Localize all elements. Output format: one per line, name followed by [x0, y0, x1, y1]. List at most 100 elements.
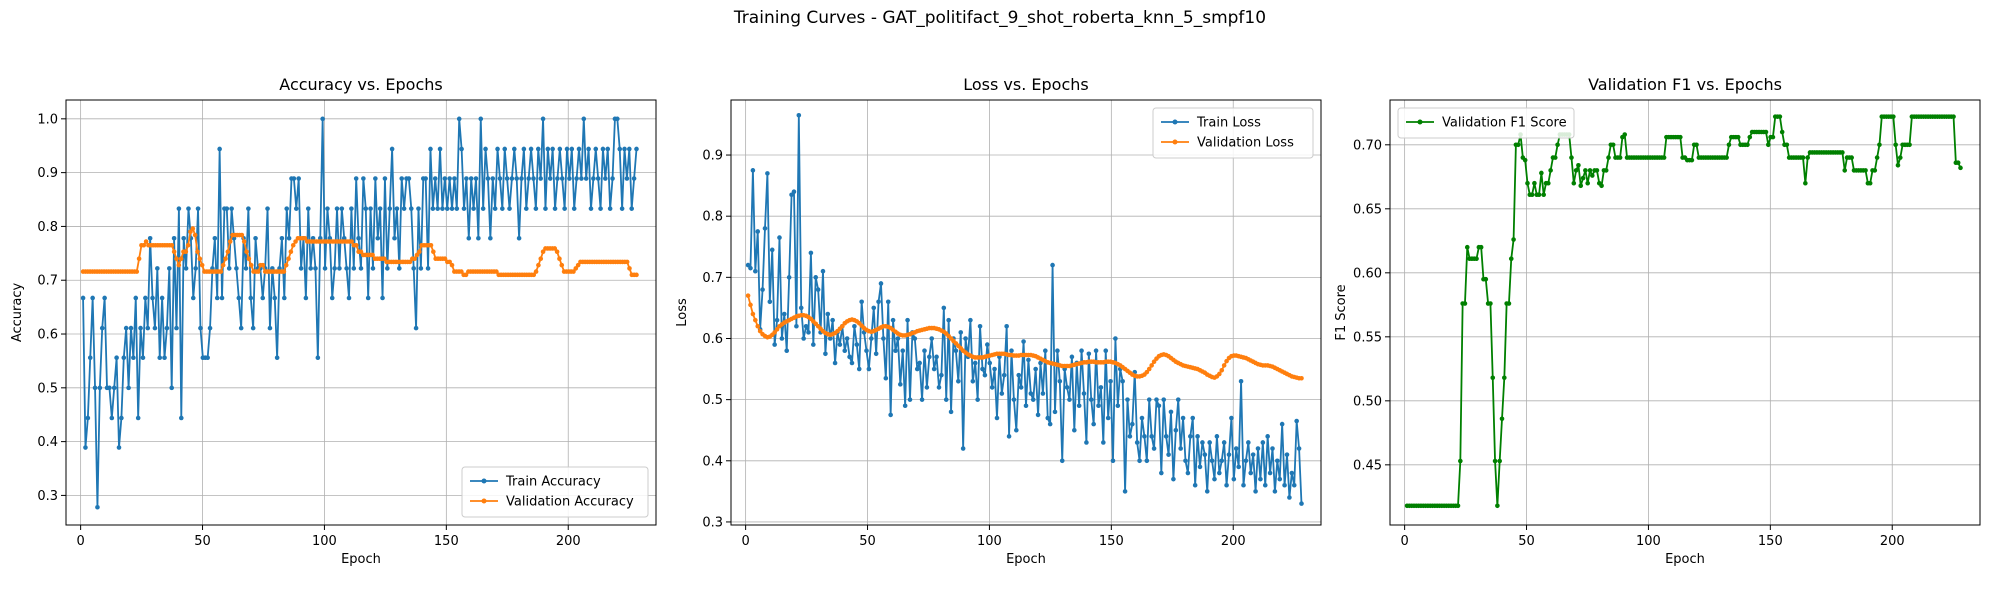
- chart2-train-loss-point: [1101, 440, 1106, 445]
- chart2-validation-loss-point: [1219, 367, 1225, 373]
- chart2-train-loss-point: [1091, 421, 1096, 427]
- chart1-validation-accuracy-point: [192, 232, 198, 238]
- chart2-train-loss-point: [1214, 434, 1220, 439]
- chart1-validation-accuracy-point: [223, 256, 228, 262]
- chart2-train-loss-point: [1122, 489, 1128, 494]
- chart3-validation-f1-score-point: [1678, 134, 1683, 140]
- chart2-train-loss-point: [1279, 421, 1285, 427]
- chart3-legend: Validation F1 Score: [1397, 107, 1575, 139]
- chart1-train-accuracy-point: [521, 146, 527, 152]
- chart3-validation-f1-score-point: [1893, 142, 1898, 148]
- chart1-train-accuracy-point: [270, 266, 275, 271]
- chart3-validation-f1-score-point: [1745, 142, 1750, 148]
- chart1-train-accuracy-point: [581, 116, 587, 122]
- chart2-train-loss-point: [1120, 378, 1125, 384]
- chart2-axes-frame: [730, 99, 1322, 526]
- chart1-validation-accuracy-point: [188, 229, 193, 235]
- chart3-validation-f1-score-point: [1478, 244, 1484, 250]
- chart1-train-accuracy-point: [344, 266, 349, 271]
- chart2-ytick-label: 0.3: [702, 515, 723, 530]
- chart2-train-loss-point: [786, 275, 792, 280]
- chart1-train-accuracy-point: [444, 206, 450, 211]
- chart1-train-accuracy-point: [615, 116, 620, 122]
- chart3-validation-f1-score-point: [1603, 168, 1609, 173]
- chart1-legend-label-train-accuracy: Train Accuracy: [505, 475, 601, 490]
- chart2-train-loss-point: [774, 317, 780, 323]
- chart1-train-accuracy-point: [392, 235, 397, 241]
- chart2-series-validation-loss: [745, 293, 1304, 381]
- chart2-train-loss-point: [1178, 446, 1183, 451]
- chart3-xlabel: Epoch: [1665, 552, 1705, 567]
- chart1-train-accuracy-point: [447, 176, 452, 181]
- chart2-legend-marker-validation-loss: [1172, 139, 1178, 145]
- chart2-train-loss-point: [905, 317, 910, 323]
- chart1-train-accuracy-point: [423, 176, 428, 181]
- chart1-train-accuracy-point: [559, 176, 565, 181]
- chart2-train-loss-point: [1212, 476, 1217, 482]
- chart1-xtick-label: 150: [434, 534, 459, 549]
- chart1-train-accuracy-point: [466, 235, 472, 241]
- chart1-train-accuracy-point: [356, 235, 361, 241]
- chart2-train-loss-point: [1192, 482, 1198, 488]
- chart1-train-accuracy-point: [497, 176, 503, 181]
- chart2-train-loss-point: [1238, 378, 1244, 384]
- chart2-train-loss-point: [994, 415, 1000, 421]
- chart1-train-accuracy-point: [509, 176, 515, 181]
- chart1-validation-accuracy-point: [358, 249, 364, 255]
- chart1-train-accuracy-point: [234, 266, 239, 271]
- chart3-validation-f1-score-point: [1587, 168, 1593, 173]
- chart1-train-accuracy-point: [552, 206, 558, 211]
- chart1-train-accuracy-point: [298, 266, 304, 271]
- chart2-train-loss-point: [842, 348, 848, 354]
- chart1-train-accuracy-point: [605, 146, 611, 152]
- chart1-train-accuracy-point: [473, 176, 479, 181]
- chart2-train-loss-point: [1277, 476, 1283, 482]
- chart2-train-loss-point: [970, 378, 976, 384]
- chart2-validation-loss-point: [753, 317, 758, 323]
- chart2-train-loss-point: [1294, 418, 1299, 424]
- chart3-validation-f1-score-point: [1532, 180, 1537, 186]
- chart3-validation-f1-score-point: [1606, 155, 1611, 160]
- chart1-xlabel: Epoch: [341, 552, 381, 567]
- chart1-train-accuracy-point: [226, 266, 232, 271]
- chart1-train-accuracy-point: [408, 206, 414, 211]
- chart3-validation-f1-score-point: [1492, 458, 1498, 464]
- chart2-title: Loss vs. Epochs: [963, 75, 1088, 94]
- chart3-validation-f1-score-point: [1874, 155, 1880, 160]
- chart1-validation-accuracy-point: [449, 262, 455, 268]
- chart3-validation-f1-score-point: [1726, 142, 1732, 148]
- chart1-train-accuracy-point: [399, 176, 405, 181]
- chart2-train-loss-point: [907, 397, 913, 402]
- chart1-train-accuracy-point: [397, 266, 402, 271]
- chart3-validation-f1-score-point: [1689, 157, 1695, 163]
- chart3-legend-label-validation-f1-score: Validation F1 Score: [1442, 116, 1567, 131]
- chart2-train-loss-point: [960, 446, 966, 451]
- chart1-train-accuracy-point: [109, 415, 115, 421]
- chart2-train-loss-point: [1231, 476, 1237, 482]
- chart1-train-accuracy-point: [557, 146, 563, 152]
- chart3-xtick-label: 150: [1758, 534, 1783, 549]
- chart1-train-accuracy-point: [440, 206, 445, 211]
- chart1-validation-accuracy-point: [239, 232, 245, 238]
- chart1-train-accuracy-point: [116, 445, 122, 450]
- chart1-train-accuracy-point: [162, 355, 167, 360]
- chart2-train-loss-point: [931, 366, 937, 372]
- chart2-train-loss-point: [808, 250, 814, 256]
- chart3-validation-f1-score-point: [1599, 183, 1604, 189]
- chart2-train-loss-point: [1229, 415, 1234, 421]
- chart2-train-loss-point: [927, 354, 932, 360]
- chart2-train-loss-point: [1004, 323, 1009, 329]
- chart1-validation-accuracy-point: [176, 262, 182, 268]
- chart3-validation-f1-score-point: [1571, 180, 1577, 186]
- chart3-validation-f1-score-point: [1499, 416, 1505, 422]
- chart1-ytick-label: 1.0: [37, 112, 58, 127]
- chart1-train-accuracy-point: [425, 266, 431, 271]
- chart1-train-accuracy-point: [607, 206, 613, 211]
- chart3-validation-f1-score-point: [1548, 168, 1553, 173]
- chart2-train-loss-point: [985, 342, 990, 347]
- chart1-validation-accuracy-point: [290, 242, 296, 248]
- chart1-train-accuracy-point: [490, 176, 496, 181]
- chart1-train-accuracy-point: [478, 116, 484, 122]
- chart1-series-validation-accuracy: [80, 226, 639, 278]
